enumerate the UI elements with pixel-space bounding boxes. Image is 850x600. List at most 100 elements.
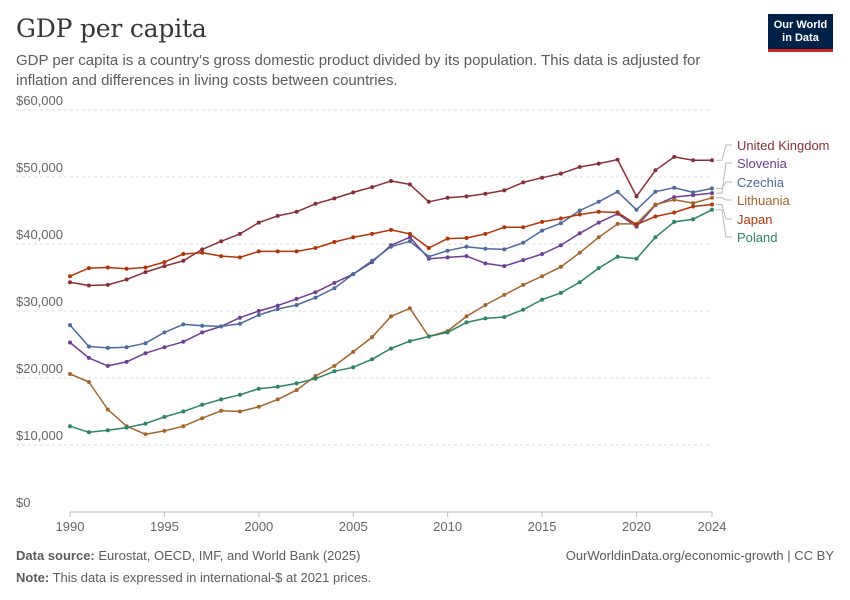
series-line-poland[interactable] — [69, 209, 713, 434]
data-point-lithuania[interactable] — [540, 274, 545, 279]
data-point-czechia[interactable] — [672, 185, 677, 190]
data-point-japan[interactable] — [143, 265, 148, 270]
data-point-united-kingdom[interactable] — [672, 154, 677, 159]
data-point-czechia[interactable] — [294, 303, 299, 307]
data-point-lithuania[interactable] — [558, 264, 563, 269]
data-point-united-kingdom[interactable] — [86, 283, 91, 288]
data-point-czechia[interactable] — [691, 190, 696, 195]
data-point-japan[interactable] — [407, 231, 412, 236]
data-point-united-kingdom[interactable] — [558, 171, 563, 176]
data-point-japan[interactable] — [653, 214, 658, 219]
data-point-united-kingdom[interactable] — [313, 201, 318, 206]
data-point-japan[interactable] — [691, 204, 696, 209]
data-point-poland[interactable] — [351, 365, 356, 370]
data-point-united-kingdom[interactable] — [540, 175, 545, 180]
data-point-united-kingdom[interactable] — [237, 231, 242, 236]
data-point-japan[interactable] — [464, 236, 469, 240]
data-point-lithuania[interactable] — [219, 408, 224, 413]
data-point-poland[interactable] — [237, 392, 242, 397]
data-point-united-kingdom[interactable] — [634, 194, 639, 199]
data-point-slovenia[interactable] — [86, 355, 91, 360]
data-point-slovenia[interactable] — [294, 296, 299, 301]
data-point-poland[interactable] — [445, 330, 450, 335]
data-point-united-kingdom[interactable] — [464, 194, 469, 199]
data-point-japan[interactable] — [124, 266, 129, 271]
data-point-slovenia[interactable] — [124, 359, 129, 364]
data-point-czechia[interactable] — [653, 189, 658, 194]
data-point-japan[interactable] — [558, 216, 563, 221]
data-point-slovenia[interactable] — [540, 252, 545, 256]
data-point-czechia[interactable] — [407, 239, 412, 244]
data-point-united-kingdom[interactable] — [124, 277, 129, 282]
data-point-japan[interactable] — [483, 231, 488, 236]
data-point-poland[interactable] — [672, 219, 677, 224]
data-point-japan[interactable] — [86, 266, 91, 271]
data-point-czechia[interactable] — [558, 221, 563, 226]
data-point-lithuania[interactable] — [710, 195, 714, 200]
data-point-japan[interactable] — [521, 225, 526, 230]
data-point-poland[interactable] — [275, 384, 280, 389]
data-point-slovenia[interactable] — [710, 191, 714, 196]
data-point-lithuania[interactable] — [577, 250, 582, 255]
data-point-slovenia[interactable] — [313, 290, 318, 295]
data-point-poland[interactable] — [540, 297, 545, 302]
data-point-united-kingdom[interactable] — [407, 182, 412, 187]
data-point-united-kingdom[interactable] — [143, 270, 148, 275]
data-point-slovenia[interactable] — [464, 254, 469, 259]
data-point-united-kingdom[interactable] — [389, 179, 393, 183]
data-point-poland[interactable] — [68, 424, 72, 429]
data-point-slovenia[interactable] — [68, 340, 72, 345]
data-point-slovenia[interactable] — [558, 243, 563, 248]
data-point-poland[interactable] — [389, 346, 393, 351]
data-point-poland[interactable] — [502, 315, 507, 319]
data-point-united-kingdom[interactable] — [370, 185, 375, 190]
data-point-poland[interactable] — [653, 235, 658, 240]
legend-label-poland[interactable]: Poland — [737, 230, 777, 245]
data-point-lithuania[interactable] — [256, 404, 261, 409]
data-point-lithuania[interactable] — [275, 397, 280, 402]
data-point-poland[interactable] — [162, 414, 167, 419]
data-point-lithuania[interactable] — [181, 424, 186, 429]
data-point-united-kingdom[interactable] — [577, 165, 582, 169]
data-point-poland[interactable] — [596, 266, 601, 271]
data-point-japan[interactable] — [332, 240, 337, 244]
data-point-czechia[interactable] — [540, 228, 545, 233]
data-point-lithuania[interactable] — [596, 235, 601, 240]
data-point-slovenia[interactable] — [105, 363, 110, 368]
data-point-lithuania[interactable] — [68, 372, 72, 376]
source-url[interactable]: OurWorldinData.org/economic-growth | CC … — [565, 548, 834, 563]
legend-label-united-kingdom[interactable]: United Kingdom — [737, 138, 830, 153]
data-point-czechia[interactable] — [68, 323, 72, 328]
data-point-lithuania[interactable] — [407, 306, 412, 311]
data-point-slovenia[interactable] — [200, 330, 205, 335]
data-point-poland[interactable] — [143, 421, 148, 426]
data-point-czechia[interactable] — [634, 207, 639, 212]
data-point-japan[interactable] — [710, 202, 714, 207]
data-point-japan[interactable] — [162, 260, 167, 265]
legend-label-japan[interactable]: Japan — [737, 212, 772, 227]
data-point-lithuania[interactable] — [351, 349, 356, 354]
data-point-poland[interactable] — [558, 290, 563, 295]
data-point-united-kingdom[interactable] — [181, 258, 186, 263]
data-point-slovenia[interactable] — [407, 235, 412, 240]
data-point-lithuania[interactable] — [483, 303, 488, 307]
data-point-poland[interactable] — [483, 316, 488, 321]
data-point-czechia[interactable] — [124, 345, 129, 350]
data-point-czechia[interactable] — [502, 247, 507, 252]
data-point-slovenia[interactable] — [577, 231, 582, 236]
legend-label-czechia[interactable]: Czechia — [737, 175, 785, 190]
data-point-poland[interactable] — [294, 381, 299, 386]
series-line-slovenia[interactable] — [69, 192, 713, 367]
data-point-united-kingdom[interactable] — [445, 195, 450, 200]
data-point-japan[interactable] — [294, 249, 299, 254]
data-point-slovenia[interactable] — [445, 255, 450, 260]
data-point-poland[interactable] — [181, 409, 186, 414]
data-point-japan[interactable] — [615, 210, 620, 215]
data-point-lithuania[interactable] — [672, 197, 677, 202]
data-point-czechia[interactable] — [275, 307, 280, 311]
data-point-united-kingdom[interactable] — [162, 264, 167, 269]
data-point-lithuania[interactable] — [162, 428, 167, 433]
data-point-slovenia[interactable] — [143, 351, 148, 356]
data-point-japan[interactable] — [105, 265, 110, 270]
data-point-united-kingdom[interactable] — [275, 213, 280, 218]
